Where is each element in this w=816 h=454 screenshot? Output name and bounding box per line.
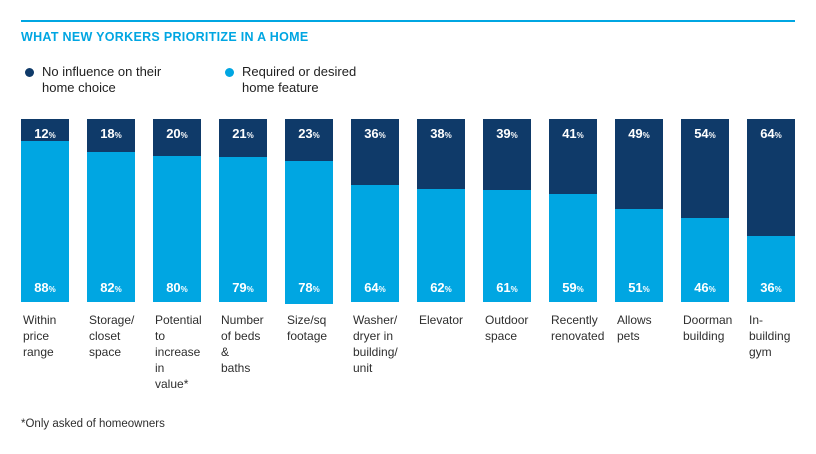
- page-title: WHAT NEW YORKERS PRIORITIZE IN A HOME: [21, 30, 309, 44]
- category-label: Doorman building: [683, 313, 733, 343]
- bar-column: 54% 46%: [681, 119, 729, 302]
- bar-segment-required-desired: [417, 188, 465, 302]
- bar-segment-no-influence: [417, 119, 465, 189]
- top-rule-divider: [21, 20, 795, 22]
- category-label: Allows pets: [617, 313, 652, 343]
- category-label: Recently renovated: [551, 313, 605, 343]
- bar-value-required-desired: 62%: [430, 280, 452, 295]
- bar-value-required-desired: 79%: [232, 280, 254, 295]
- bar-segment-required-desired: [483, 190, 531, 302]
- bar-value-no-influence: 39%: [496, 126, 518, 141]
- bar-value-required-desired: 36%: [760, 280, 782, 295]
- bar-value-no-influence: 12%: [34, 126, 56, 141]
- category-label: Within price range: [23, 313, 57, 359]
- bar-value-required-desired: 82%: [100, 280, 122, 295]
- bar-segment-required-desired: [351, 184, 399, 302]
- bar-segment-no-influence: [153, 119, 201, 156]
- bar-value-no-influence: 36%: [364, 126, 386, 141]
- bar-column: 21% 79%: [219, 119, 267, 302]
- legend-label: Required or desired home feature: [242, 64, 357, 95]
- bar-segment-required-desired: [87, 151, 135, 302]
- bar-value-no-influence: 20%: [166, 126, 188, 141]
- bar-segment-required-desired: [747, 236, 795, 302]
- bar-value-no-influence: 23%: [298, 126, 320, 141]
- bar-value-required-desired: 64%: [364, 280, 386, 295]
- bar-segment-required-desired: [285, 161, 333, 304]
- bar-value-required-desired: 78%: [298, 280, 320, 295]
- chart-bars: 12% 88% 18% 82% 20% 80% 21% 79% 23% 78% …: [21, 119, 795, 304]
- legend-label: No influence on their home choice: [42, 64, 162, 95]
- bar-value-required-desired: 51%: [628, 280, 650, 295]
- bar-segment-required-desired: [21, 140, 69, 302]
- bar-value-required-desired: 46%: [694, 280, 716, 295]
- legend-item-no-influence: No influence on their home choice: [25, 64, 225, 96]
- bar-value-required-desired: 88%: [34, 280, 56, 295]
- bar-column: 20% 80%: [153, 119, 201, 302]
- bar-segment-required-desired: [681, 217, 729, 302]
- bar-value-no-influence: 49%: [628, 126, 650, 141]
- bar-segment-no-influence: [351, 119, 399, 185]
- category-label: Size/sq footage: [287, 313, 328, 343]
- bar-segment-no-influence: [747, 119, 795, 237]
- category-label: Number of beds & baths: [221, 313, 264, 375]
- bar-segment-no-influence: [549, 119, 597, 195]
- bar-value-no-influence: 38%: [430, 126, 452, 141]
- infographic: WHAT NEW YORKERS PRIORITIZE IN A HOME No…: [0, 20, 816, 430]
- bar-value-no-influence: 18%: [100, 126, 122, 141]
- category-label: In- building gym: [749, 313, 791, 359]
- legend: No influence on their home choice Requir…: [21, 64, 795, 96]
- bar-segment-no-influence: [681, 119, 729, 218]
- footnote: *Only asked of homeowners: [21, 418, 165, 430]
- bar-segment-required-desired: [615, 208, 663, 302]
- bar-segment-no-influence: [219, 119, 267, 158]
- bar-value-no-influence: 64%: [760, 126, 782, 141]
- bar-segment-no-influence: [285, 119, 333, 162]
- category-label: Washer/ dryer in building/ unit: [353, 313, 398, 375]
- bar-column: 41% 59%: [549, 119, 597, 302]
- bar-value-no-influence: 54%: [694, 126, 716, 141]
- bar-value-no-influence: 21%: [232, 126, 254, 141]
- bar-segment-no-influence: [615, 119, 663, 209]
- bar-segment-required-desired: [219, 157, 267, 302]
- legend-dot-cyan-icon: [225, 68, 234, 77]
- bar-column: 18% 82%: [87, 119, 135, 302]
- bar-segment-no-influence: [87, 119, 135, 152]
- bar-column: 38% 62%: [417, 119, 465, 302]
- bar-value-no-influence: 41%: [562, 126, 584, 141]
- legend-dot-navy-icon: [25, 68, 34, 77]
- bar-column: 23% 78%: [285, 119, 333, 304]
- bar-column: 64% 36%: [747, 119, 795, 302]
- bar-segment-no-influence: [483, 119, 531, 191]
- bar-value-required-desired: 80%: [166, 280, 188, 295]
- bar-value-required-desired: 61%: [496, 280, 518, 295]
- category-label: Storage/ closet space: [89, 313, 135, 359]
- category-label: Outdoor space: [485, 313, 529, 343]
- bar-segment-required-desired: [153, 155, 201, 302]
- bar-column: 39% 61%: [483, 119, 531, 302]
- bar-segment-required-desired: [549, 194, 597, 302]
- legend-item-required-desired: Required or desired home feature: [225, 64, 356, 96]
- bar-column: 36% 64%: [351, 119, 399, 302]
- bar-column: 49% 51%: [615, 119, 663, 302]
- category-label: Elevator: [419, 313, 464, 327]
- bar-column: 12% 88%: [21, 119, 69, 302]
- category-label: Potential to increase in value*: [155, 313, 202, 391]
- category-labels: Within price range Storage/ closet space P…: [21, 312, 795, 392]
- bar-segment-no-influence: [21, 119, 69, 141]
- bar-value-required-desired: 59%: [562, 280, 584, 295]
